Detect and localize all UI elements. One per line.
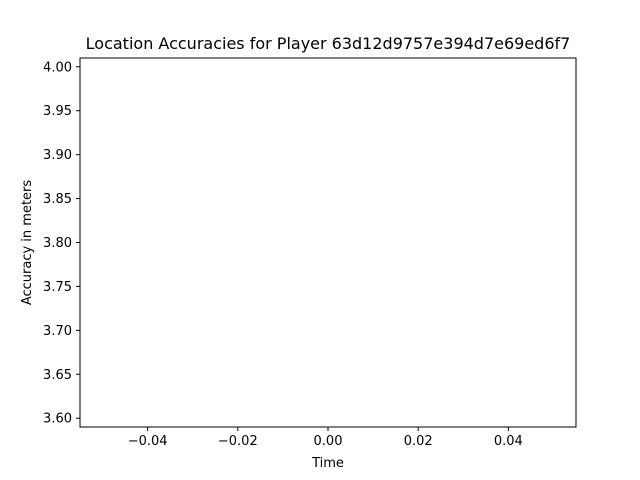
x-tick-label: 0.00 [314,434,343,449]
y-tick-label: 3.75 [43,280,72,295]
y-tick-label: 3.85 [43,192,72,207]
y-tick-label: 3.70 [43,324,72,339]
y-axis: 3.60 3.65 3.70 3.75 3.80 3.85 3.90 3.95 4.00 [43,60,80,427]
x-tick-label: 0.04 [494,434,523,449]
x-tick-label: 0.02 [404,434,433,449]
chart-title: Location Accuracies for Player 63d12d975… [86,34,571,53]
y-tick-label: 3.95 [43,104,72,119]
x-axis-label: Time [311,456,344,471]
y-axis-label: Accuracy in meters [20,180,35,306]
x-tick-label: −0.02 [218,434,258,449]
y-tick-label: 3.65 [43,368,72,383]
x-axis: −0.04 −0.02 0.00 0.02 0.04 [128,427,523,449]
y-tick-label: 3.80 [43,236,72,251]
y-tick-label: 4.00 [43,60,72,75]
plot-area [79,57,577,428]
y-tick-label: 3.60 [43,412,72,427]
x-tick-label: −0.04 [128,434,168,449]
y-tick-label: 3.90 [43,148,72,163]
